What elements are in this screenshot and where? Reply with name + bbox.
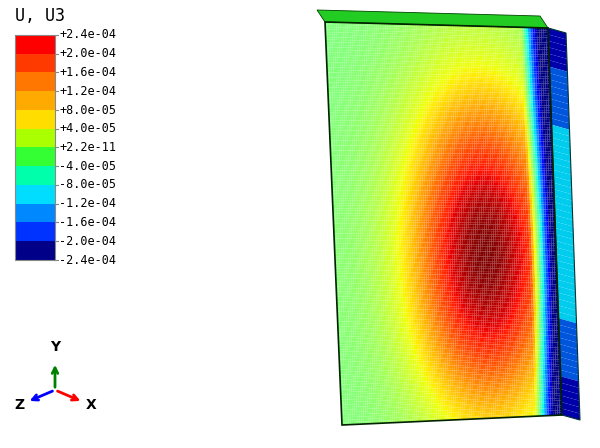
Polygon shape (557, 273, 575, 284)
Polygon shape (552, 144, 571, 155)
Polygon shape (551, 112, 569, 123)
Polygon shape (554, 202, 572, 214)
Bar (15, 129, 55, 147)
Polygon shape (556, 247, 574, 259)
Polygon shape (549, 60, 568, 72)
Text: +2.0e-04: +2.0e-04 (59, 47, 116, 60)
Polygon shape (553, 164, 571, 175)
Bar (15, 54, 55, 73)
Polygon shape (554, 183, 572, 194)
Bar (15, 110, 55, 129)
Polygon shape (555, 221, 573, 233)
Text: Y: Y (50, 340, 60, 354)
Polygon shape (553, 170, 571, 181)
Polygon shape (562, 409, 580, 420)
Polygon shape (550, 67, 568, 78)
Bar (15, 185, 55, 204)
Polygon shape (559, 344, 578, 356)
Bar (15, 204, 55, 223)
Text: +8.0e-05: +8.0e-05 (59, 103, 116, 116)
Polygon shape (557, 280, 575, 291)
Polygon shape (560, 363, 578, 375)
Text: -1.2e-04: -1.2e-04 (59, 197, 116, 210)
Text: U, U3: U, U3 (15, 7, 65, 25)
Text: +1.6e-04: +1.6e-04 (59, 66, 116, 79)
Polygon shape (549, 54, 567, 65)
Text: +2.4e-04: +2.4e-04 (59, 29, 116, 42)
Polygon shape (559, 338, 577, 349)
Bar (15, 35, 55, 54)
Polygon shape (555, 228, 574, 239)
Polygon shape (559, 325, 577, 336)
Polygon shape (562, 396, 580, 407)
Polygon shape (553, 157, 571, 168)
Polygon shape (557, 267, 575, 278)
Bar (15, 241, 55, 260)
Polygon shape (552, 131, 570, 142)
Polygon shape (550, 92, 569, 104)
Polygon shape (548, 34, 566, 46)
Polygon shape (553, 151, 571, 162)
Polygon shape (548, 41, 567, 52)
Polygon shape (558, 299, 576, 310)
Polygon shape (556, 254, 574, 265)
Text: Z: Z (14, 398, 24, 412)
Polygon shape (554, 196, 572, 207)
Text: +1.2e-04: +1.2e-04 (59, 85, 116, 98)
Polygon shape (560, 370, 578, 381)
Polygon shape (556, 234, 574, 246)
Polygon shape (558, 312, 577, 323)
Polygon shape (550, 80, 568, 91)
Polygon shape (317, 10, 548, 28)
Polygon shape (553, 177, 572, 188)
Bar (15, 223, 55, 241)
Polygon shape (562, 402, 580, 414)
Polygon shape (556, 241, 574, 252)
Bar (15, 35, 55, 260)
Polygon shape (548, 28, 566, 39)
Polygon shape (550, 73, 568, 85)
Polygon shape (557, 293, 576, 304)
Polygon shape (549, 47, 567, 59)
Text: +4.0e-05: +4.0e-05 (59, 122, 116, 135)
Text: -1.6e-04: -1.6e-04 (59, 216, 116, 229)
Text: +2.2e-11: +2.2e-11 (59, 141, 116, 154)
Polygon shape (560, 376, 579, 388)
Polygon shape (558, 306, 576, 317)
Polygon shape (551, 105, 569, 117)
Polygon shape (552, 138, 570, 149)
Polygon shape (551, 99, 569, 110)
Polygon shape (556, 260, 575, 271)
Text: X: X (86, 398, 97, 412)
Bar (15, 91, 55, 110)
Polygon shape (551, 125, 570, 136)
Text: -4.0e-05: -4.0e-05 (59, 160, 116, 173)
Polygon shape (560, 350, 578, 362)
Text: -2.4e-04: -2.4e-04 (59, 254, 116, 267)
Bar (15, 147, 55, 166)
Polygon shape (560, 357, 578, 368)
Polygon shape (561, 389, 580, 401)
Polygon shape (559, 331, 577, 343)
Polygon shape (557, 286, 575, 297)
Text: -8.0e-05: -8.0e-05 (59, 178, 116, 191)
Polygon shape (551, 118, 569, 130)
Text: -2.0e-04: -2.0e-04 (59, 235, 116, 248)
Polygon shape (555, 215, 573, 227)
Polygon shape (554, 209, 573, 220)
Bar (15, 166, 55, 185)
Polygon shape (554, 189, 572, 201)
Polygon shape (550, 86, 568, 98)
Polygon shape (561, 383, 579, 394)
Bar (15, 73, 55, 91)
Polygon shape (559, 318, 577, 330)
